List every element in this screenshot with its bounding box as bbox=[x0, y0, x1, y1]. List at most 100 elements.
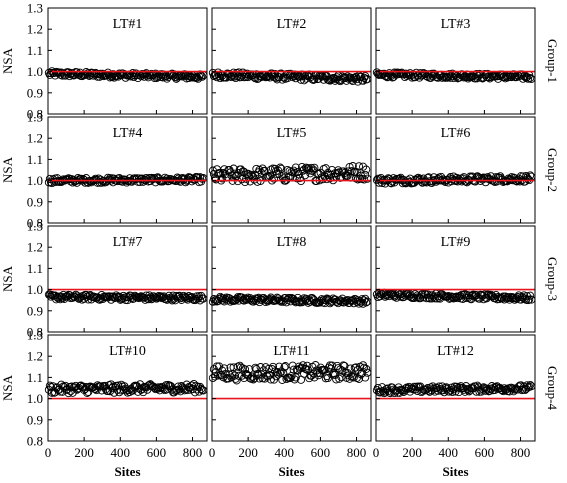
data-point bbox=[413, 174, 422, 183]
y-tick-label: 1.3 bbox=[27, 219, 43, 234]
y-tick-label: 1.3 bbox=[27, 110, 43, 125]
data-point bbox=[94, 174, 103, 183]
panel-lt11: LT#11 bbox=[208, 334, 372, 442]
data-point bbox=[421, 386, 430, 395]
data-point bbox=[181, 292, 190, 301]
y-tick-label: 1.1 bbox=[27, 370, 43, 385]
data-point bbox=[238, 295, 247, 304]
plot-frame bbox=[47, 334, 208, 442]
data-point bbox=[322, 371, 331, 381]
y-tick-label: 1.2 bbox=[27, 131, 43, 146]
panel-lt3: LT#3 bbox=[372, 7, 536, 115]
x-tick-label: 0 bbox=[373, 445, 380, 460]
data-point bbox=[309, 75, 318, 84]
data-point bbox=[276, 163, 285, 172]
group-label: Group-1 bbox=[545, 39, 560, 83]
panel-title: LT#7 bbox=[113, 235, 143, 250]
data-point bbox=[309, 369, 318, 378]
y-axis-label: NSA bbox=[0, 156, 15, 183]
data-point bbox=[362, 298, 371, 307]
plot-frame bbox=[211, 225, 372, 333]
y-tick-label: 1.1 bbox=[27, 43, 43, 58]
y-tick-label: 0.9 bbox=[27, 303, 43, 318]
data-point bbox=[217, 370, 226, 379]
data-point bbox=[128, 69, 137, 78]
data-point bbox=[519, 72, 529, 81]
data-point bbox=[70, 292, 79, 301]
data-point bbox=[274, 370, 283, 379]
data-point bbox=[249, 375, 258, 384]
data-point bbox=[83, 388, 92, 397]
data-point bbox=[526, 73, 535, 83]
data-point bbox=[393, 388, 402, 397]
data-point bbox=[286, 373, 295, 383]
data-point bbox=[255, 374, 264, 383]
data-point bbox=[525, 295, 534, 304]
data-points bbox=[372, 68, 536, 84]
data-point bbox=[349, 373, 358, 382]
y-tick-label: 1.2 bbox=[27, 240, 43, 255]
data-point bbox=[240, 177, 250, 187]
data-point bbox=[232, 376, 241, 385]
y-axis-label: NSA bbox=[0, 265, 15, 292]
data-point bbox=[393, 68, 402, 77]
x-tick-label: 200 bbox=[402, 445, 422, 460]
y-tick-label: 1.2 bbox=[27, 349, 43, 364]
data-points bbox=[372, 171, 536, 188]
data-point bbox=[303, 361, 312, 370]
data-point bbox=[344, 74, 353, 83]
data-point bbox=[273, 169, 282, 179]
plot-frame bbox=[375, 7, 536, 115]
panel-lt7: LT#7 bbox=[44, 225, 208, 333]
data-point bbox=[137, 175, 146, 184]
data-point bbox=[450, 293, 459, 303]
x-tick-label: 600 bbox=[475, 445, 495, 460]
data-point bbox=[345, 162, 354, 172]
data-point bbox=[361, 373, 370, 382]
data-point bbox=[272, 372, 281, 381]
panel-lt5: LT#5 bbox=[208, 116, 372, 224]
data-point bbox=[218, 174, 227, 183]
plot-frame bbox=[47, 7, 208, 115]
plot-frame bbox=[47, 116, 208, 224]
data-points bbox=[208, 361, 372, 385]
data-point bbox=[485, 291, 494, 301]
panel-title: LT#12 bbox=[437, 344, 474, 359]
x-axis-label: Sites bbox=[279, 464, 305, 479]
data-point bbox=[321, 164, 330, 173]
y-axis-label: NSA bbox=[0, 47, 15, 74]
data-point bbox=[99, 382, 108, 391]
data-point bbox=[359, 162, 368, 171]
data-point bbox=[335, 168, 344, 177]
data-point bbox=[134, 294, 144, 303]
data-point bbox=[332, 375, 341, 384]
data-point bbox=[290, 375, 299, 384]
y-tick-label: 1.3 bbox=[27, 328, 43, 343]
panel-lt12: LT#12 bbox=[372, 334, 536, 442]
x-tick-label: 800 bbox=[347, 445, 367, 460]
panel-title: LT#2 bbox=[277, 17, 307, 32]
data-point bbox=[216, 74, 225, 83]
data-point bbox=[474, 383, 483, 392]
x-tick-label: 0 bbox=[45, 445, 52, 460]
data-point bbox=[361, 294, 370, 303]
data-point bbox=[524, 296, 533, 305]
data-point bbox=[445, 69, 454, 79]
data-point bbox=[277, 164, 286, 173]
data-point bbox=[351, 363, 360, 372]
y-tick-label: 1.1 bbox=[27, 152, 43, 167]
data-point bbox=[361, 170, 370, 179]
data-point bbox=[277, 367, 286, 376]
data-point bbox=[215, 362, 224, 371]
data-points bbox=[208, 162, 372, 187]
panel-title: LT#9 bbox=[441, 235, 471, 250]
x-tick-label: 800 bbox=[183, 445, 203, 460]
plot-frame bbox=[47, 225, 208, 333]
data-point bbox=[197, 384, 206, 394]
x-tick-label: 0 bbox=[209, 445, 216, 460]
y-tick-label: 0.8 bbox=[27, 216, 43, 231]
data-point bbox=[243, 69, 252, 78]
group-label: Group-2 bbox=[545, 148, 560, 192]
y-tick-label: 1.0 bbox=[27, 282, 43, 297]
panel-title: LT#8 bbox=[277, 235, 307, 250]
